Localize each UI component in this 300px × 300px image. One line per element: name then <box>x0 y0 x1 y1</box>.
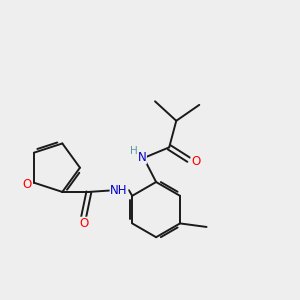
Text: N: N <box>138 151 146 164</box>
Text: O: O <box>191 155 200 168</box>
Text: NH: NH <box>110 184 128 197</box>
Text: O: O <box>79 217 88 230</box>
Text: H: H <box>130 146 138 156</box>
Text: O: O <box>23 178 32 191</box>
